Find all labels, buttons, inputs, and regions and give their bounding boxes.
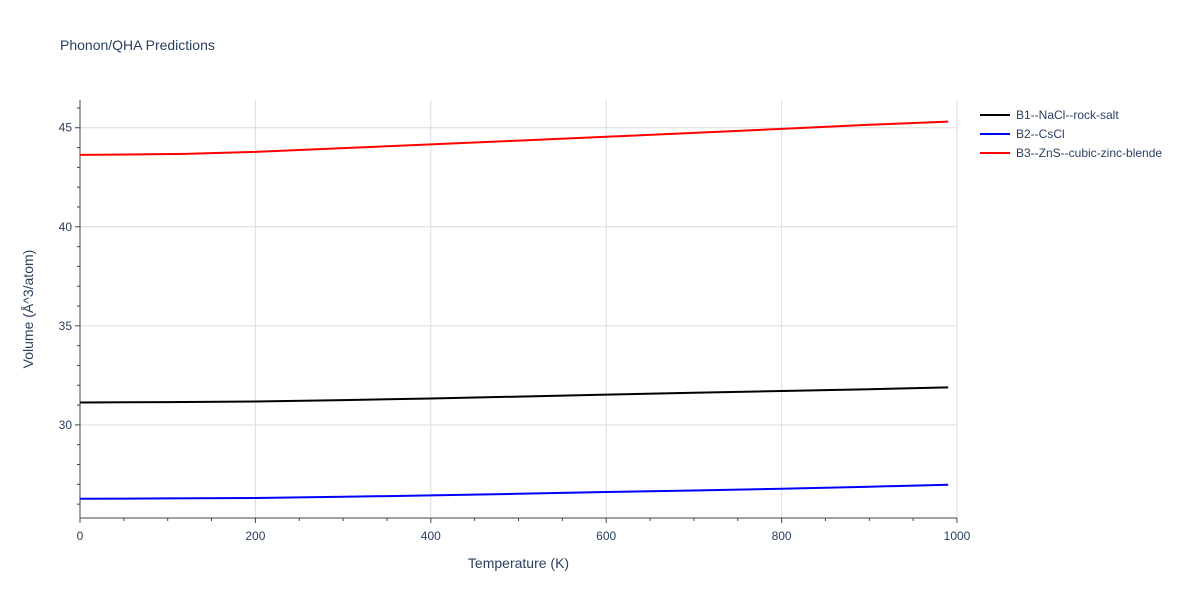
x-tick-label: 400 <box>421 529 441 543</box>
legend-label[interactable]: B2--CsCl <box>1016 127 1065 141</box>
y-tick-label: 35 <box>59 319 73 333</box>
series-lines <box>79 120 949 500</box>
x-tick-label: 600 <box>596 529 616 543</box>
series-line-1[interactable] <box>79 386 949 404</box>
chart-title: Phonon/QHA Predictions <box>60 37 215 53</box>
x-tick-label: 1000 <box>944 529 971 543</box>
x-tick-label: 800 <box>772 529 792 543</box>
x-tick-label: 200 <box>245 529 265 543</box>
grid <box>80 100 958 518</box>
legend[interactable]: B1--NaCl--rock-salt B2--CsCl B3--ZnS--cubi… <box>980 108 1162 160</box>
y-axis-title: Volume (Å^3/atom) <box>20 250 36 369</box>
legend-label[interactable]: B1--NaCl--rock-salt <box>1016 108 1119 122</box>
y-tick-label: 45 <box>59 121 73 135</box>
legend-label[interactable]: B3--ZnS--cubic-zinc-blende <box>1016 146 1162 160</box>
series-line-2[interactable] <box>79 483 949 500</box>
x-axis-title: Temperature (K) <box>468 555 569 571</box>
axes <box>79 100 957 519</box>
y-tick-label: 30 <box>59 418 73 432</box>
series-line-3[interactable] <box>79 120 949 156</box>
x-tick-label: 0 <box>77 529 84 543</box>
y-tick-label: 40 <box>59 220 73 234</box>
ticks: 0 200 400 600 800 1000 30 35 40 45 <box>59 107 971 543</box>
